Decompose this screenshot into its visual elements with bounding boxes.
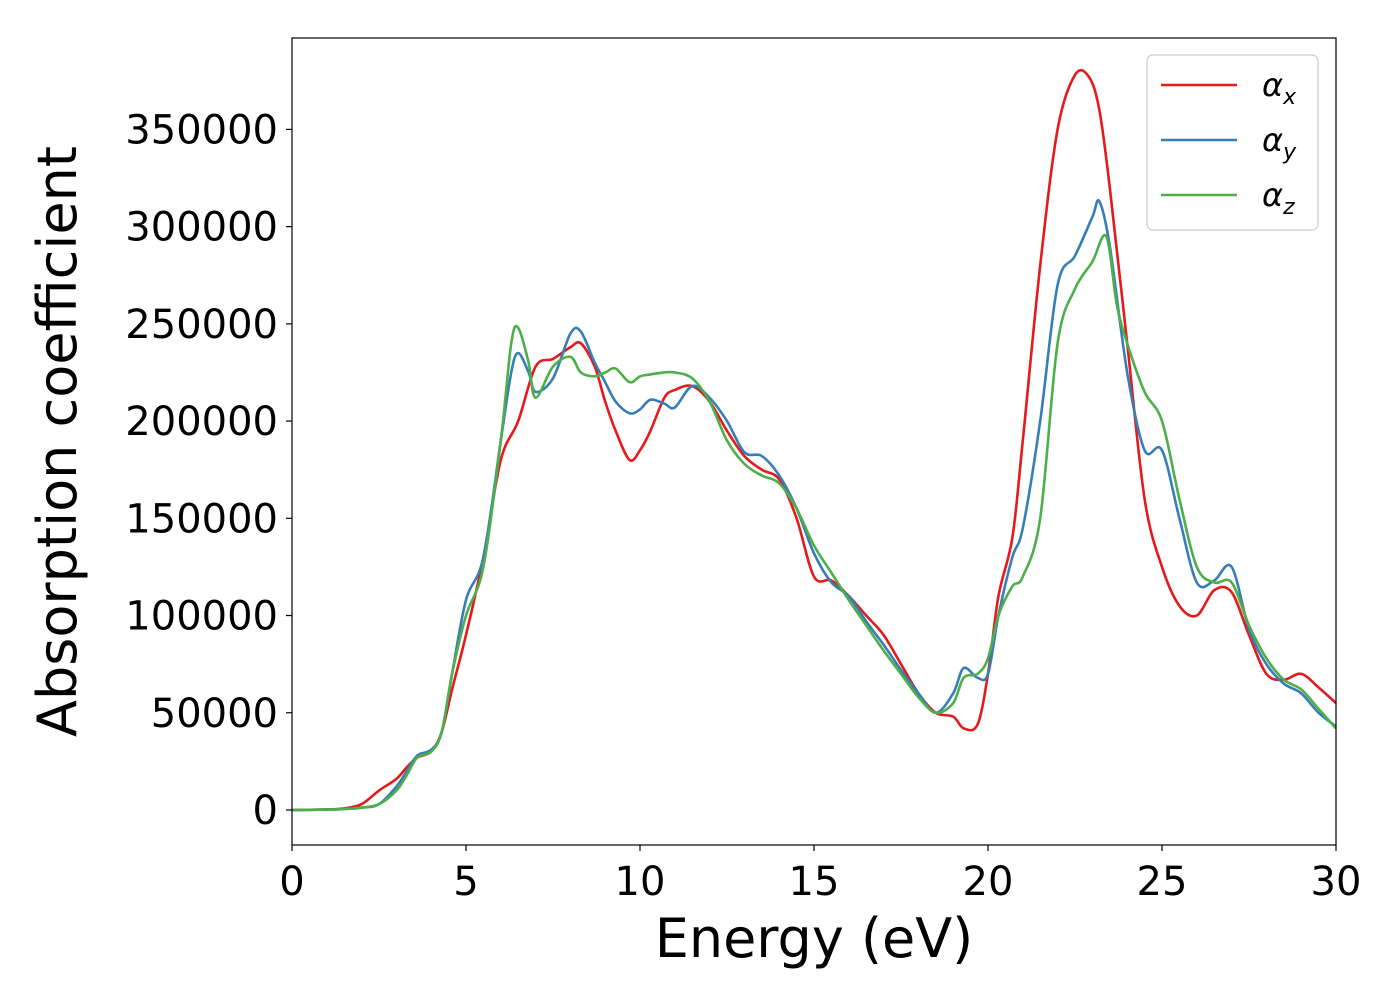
- y-tick-label: 100000: [125, 594, 278, 640]
- legend-label-alpha-z: αz: [1262, 176, 1295, 220]
- y-tick-label: 350000: [125, 107, 278, 153]
- series-layer: [292, 68, 1336, 812]
- y-tick-label: 300000: [125, 205, 278, 251]
- legend-label-alpha-y: αy: [1262, 121, 1297, 165]
- x-tick-label: 15: [789, 859, 840, 905]
- legend-label-alpha-x: αx: [1262, 66, 1297, 110]
- legend-label-subscript: x: [1282, 85, 1297, 110]
- y-tick-label: 150000: [125, 496, 278, 542]
- legend-label-subscript: z: [1282, 195, 1295, 220]
- legend-box: [1146, 54, 1319, 231]
- x-tick-label: 25: [1137, 859, 1188, 905]
- y-tick-label: 0: [253, 788, 278, 834]
- x-tick-label: 0: [279, 859, 304, 905]
- y-tick-label: 250000: [125, 302, 278, 348]
- series-line-alpha-z: [292, 233, 1336, 812]
- x-tick-label: 20: [963, 859, 1014, 905]
- x-tick-label: 10: [615, 859, 666, 905]
- legend-label-subscript: y: [1282, 140, 1297, 165]
- y-axis-label: Absorption coefficient: [26, 146, 89, 737]
- y-tick-label: 200000: [125, 399, 278, 445]
- x-axis-label: Energy (eV): [655, 907, 974, 970]
- x-tick-label: 5: [453, 859, 478, 905]
- legend-label-main: α: [1262, 176, 1283, 214]
- legend-label-main: α: [1262, 66, 1283, 104]
- y-tick-label: 50000: [151, 691, 278, 737]
- x-tick-label: 30: [1311, 859, 1362, 905]
- axes-layer: 0 5 10 15 20 25 30 0 50000 100000 150000 200000 2500…: [125, 37, 1362, 905]
- legend-label-main: α: [1262, 121, 1283, 159]
